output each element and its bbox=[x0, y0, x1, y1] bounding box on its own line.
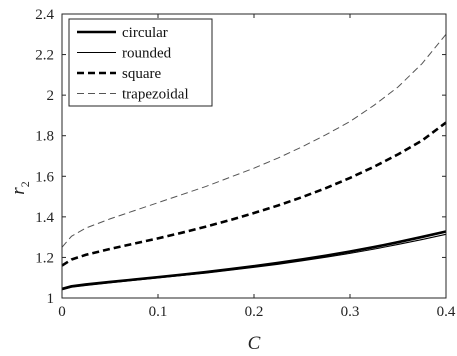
x-tick-label: 0.4 bbox=[437, 304, 456, 320]
legend: circular rounded square trapezoidal bbox=[68, 18, 213, 107]
y-tick-label: 1.2 bbox=[35, 250, 54, 266]
y-axis-label-main: r bbox=[8, 187, 29, 195]
legend-label-rounded: rounded bbox=[122, 46, 172, 62]
x-tick-label: 0 bbox=[58, 304, 66, 320]
svg-text:r2: r2 bbox=[8, 181, 32, 194]
series-layer bbox=[61, 33, 447, 291]
y-tick-label: 1.8 bbox=[35, 129, 54, 145]
x-tick-label: 0.1 bbox=[149, 304, 168, 320]
series-line-rounded bbox=[61, 233, 447, 291]
legend-label-circular: circular bbox=[122, 25, 168, 41]
legend-label-square: square bbox=[122, 66, 161, 82]
y-tick-label: 2.4 bbox=[35, 7, 54, 23]
y-axis-label-subscript: 2 bbox=[18, 181, 32, 187]
x-tick-label: 0.3 bbox=[341, 304, 360, 320]
y-tick-label: 1.6 bbox=[35, 169, 54, 185]
y-tick-label: 1 bbox=[47, 291, 55, 307]
x-axis-label: C bbox=[248, 333, 261, 354]
series-line-square bbox=[61, 121, 447, 267]
y-tick-label: 2.2 bbox=[35, 48, 54, 64]
x-tick-label: 0.2 bbox=[245, 304, 264, 320]
legend-box bbox=[68, 18, 213, 107]
y-tick-label: 1.4 bbox=[35, 210, 54, 226]
ticks-layer: 0 0.1 0.2 0.3 0.4 1 1.2 1.4 1.6 1.8 2 2.2 2.4 bbox=[35, 7, 456, 320]
legend-label-trapezoidal: trapezoidal bbox=[122, 87, 189, 103]
y-tick-label: 2 bbox=[47, 88, 55, 104]
y-axis-label: r2 bbox=[8, 181, 32, 194]
series-line-circular bbox=[61, 230, 447, 291]
